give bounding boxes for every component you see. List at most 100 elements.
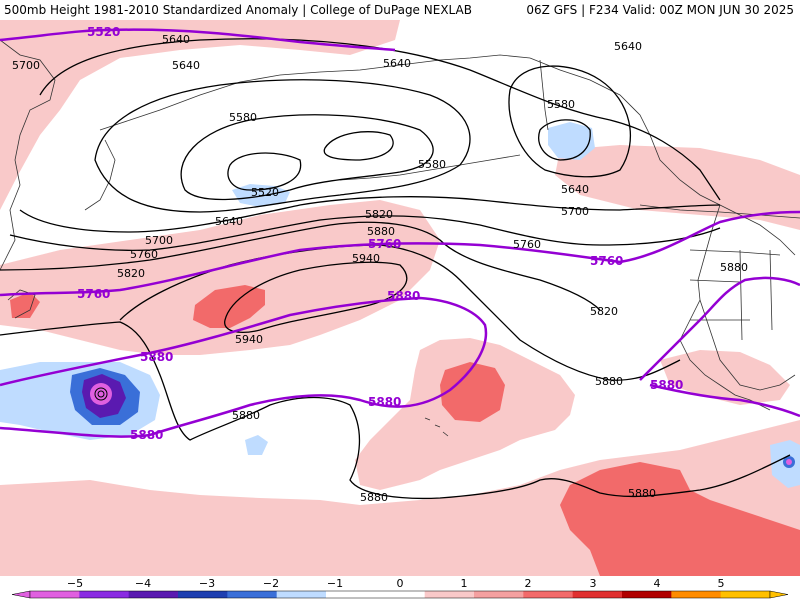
contour-label: 5640 [215,215,243,228]
anomaly-shading [0,20,800,576]
colorbar-swatch [622,591,672,598]
colorbar-tick: −2 [263,577,279,590]
positive-anomaly-region [555,145,800,230]
colorbar-swatch [671,591,722,598]
reference-label: 5880 [140,350,173,364]
reference-contour-5880 [649,383,800,418]
colorbar-tick: 4 [654,577,661,590]
contour-label: 5700 [145,234,173,247]
contour-label: 5880 [720,261,748,274]
negative-anomaly-region [548,122,595,160]
colorbar-tick: −1 [327,577,343,590]
alaska-coastline [529,57,796,256]
contour-label: 5760 [130,248,158,261]
cyclone-core [97,390,105,398]
cyclone-core [90,383,112,405]
reference-contours [0,28,800,438]
contour-label: 5880 [595,375,623,388]
colorbar-arrow-right [769,590,789,599]
reference-label: 5880 [387,289,420,303]
colorbar-swatch [30,591,80,598]
height-contour [227,152,302,191]
colorbar-swatch [79,591,130,598]
contour-label: 5820 [117,267,145,280]
contour-label: 5580 [547,98,575,111]
reference-contour-5880 [0,296,488,438]
reference-labels: 5520 5760 5760 5760 5880 5880 5880 5880 … [77,25,683,442]
contour-label: 5880 [367,225,395,238]
colorbar-ticks: −5 −4 −3 −2 −1 0 1 2 3 4 5 [67,577,725,590]
state-borders [689,249,781,341]
height-contours [0,38,791,500]
contour-label: 5760 [513,238,541,251]
colorbar-tick: 3 [590,577,597,590]
colorbar-swatch [276,591,327,598]
colorbar-swatch [720,591,771,598]
height-contour [0,221,601,311]
mexico-coastline [699,299,796,391]
contour-label: 5640 [383,57,411,70]
contour-label: 5700 [12,59,40,72]
reference-contour-5520 [0,28,396,52]
height-contour [538,119,591,161]
coastlines [0,39,800,437]
colorbar-arrow-left [11,590,31,599]
anomaly-colorbar: −5 −4 −3 −2 −1 0 1 2 3 4 5 [11,577,789,599]
colorbar-swatch [375,591,426,598]
colorbar-tick: −3 [199,577,215,590]
cyclone-core [786,459,792,465]
reference-label: 5880 [650,378,683,392]
colorbar-tick: 5 [718,577,725,590]
height-contour [323,131,394,161]
colorbar-tick: −4 [135,577,151,590]
aleutian-islands [339,154,521,181]
colorbar-swatch [178,591,228,598]
anomaly-map: 5640 5700 5640 5640 5640 5580 5580 5580 … [0,20,800,576]
model-run-info: 06Z GFS | F234 Valid: 00Z MON JUN 30 202… [526,3,794,17]
reference-label: 5760 [590,254,623,268]
contour-label: 5640 [162,33,190,46]
reference-label: 5760 [368,237,401,251]
height-contour [94,79,471,213]
strong-positive-anomaly [560,462,800,576]
colorbar-tick: 0 [397,577,404,590]
positive-anomaly-region [0,200,440,355]
height-contour [508,65,632,178]
asia-coastline [0,39,56,271]
contour-label: 5880 [232,409,260,422]
contour-label: 5640 [614,40,642,53]
contour-label: 5880 [360,491,388,504]
negative-anomaly-region [245,435,268,455]
cyclone-core [94,387,108,401]
contour-label: 5820 [590,305,618,318]
contour-label: 5580 [229,111,257,124]
map-title: 500mb Height 1981-2010 Standardized Anom… [4,3,472,17]
height-contour [0,321,791,500]
contour-label: 5700 [561,205,589,218]
contour-label: 5640 [561,183,589,196]
contour-label: 5940 [235,333,263,346]
reference-contour-5760 [0,210,800,297]
colorbar-swatch [474,591,524,598]
positive-anomaly-region [660,350,790,405]
reference-label: 5880 [130,428,163,442]
reference-label: 5520 [87,25,120,39]
contour-label: 5520 [251,186,279,199]
height-contour [9,215,721,251]
strong-positive-anomaly [10,292,40,318]
contour-label: 5940 [352,252,380,265]
colorbar-tick: 1 [461,577,468,590]
contour-label: 5820 [365,208,393,221]
colorbar-swatch [424,591,475,598]
reference-label: 5880 [368,395,401,409]
reference-contour-5880 [639,276,800,381]
height-contour [224,261,408,333]
colorbar-swatch [326,591,376,598]
colorbar-swatch [523,591,574,598]
north-america-interior [539,59,549,131]
strong-positive-anomaly [193,285,265,328]
contour-label: 5580 [418,158,446,171]
reference-label: 5760 [77,287,110,301]
siberia-coastline [99,54,531,131]
colorbar-tick: 2 [525,577,532,590]
